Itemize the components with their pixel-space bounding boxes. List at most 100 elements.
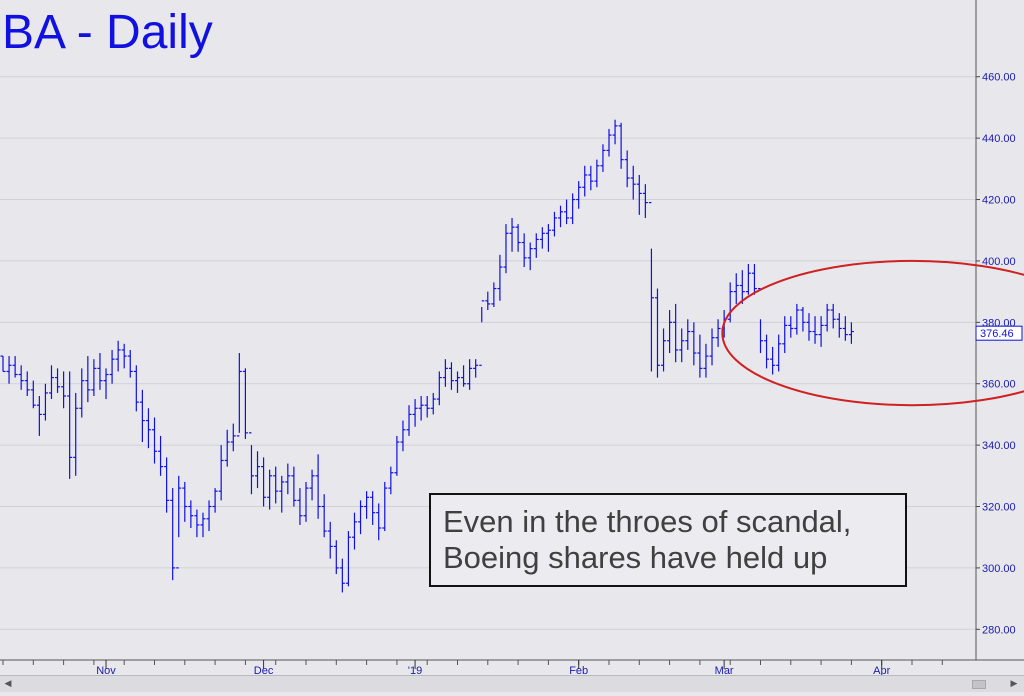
- ohlc-bar: [67, 371, 73, 479]
- ohlc-bar: [545, 224, 551, 252]
- ohlc-bar: [509, 217, 515, 252]
- scroll-left-icon[interactable]: ◀: [4, 679, 12, 689]
- ohlc-bar: [376, 503, 382, 541]
- ohlc-bar: [491, 282, 497, 307]
- ohlc-bar: [267, 469, 273, 510]
- ohlc-bar: [521, 233, 527, 268]
- ohlc-bar: [358, 500, 364, 535]
- ohlc-bar: [782, 316, 788, 354]
- ohlc-bar: [351, 512, 357, 550]
- ohlc-bar: [473, 359, 479, 378]
- ohlc-bar: [455, 371, 460, 393]
- ohlc-bar: [194, 509, 200, 538]
- ohlc-bar: [6, 356, 12, 384]
- ohlc-bar: [188, 500, 194, 528]
- ohlc-bar: [800, 306, 806, 332]
- ohlc-bar: [788, 316, 794, 338]
- x-tick-label: '19: [408, 665, 422, 677]
- y-tick-label: 400.00: [982, 256, 1016, 268]
- ohlc-bar: [218, 445, 224, 501]
- ohlc-bar: [836, 313, 842, 338]
- ohlc-bar: [224, 429, 230, 467]
- ohlc-bar: [679, 328, 685, 363]
- ohlc-bar: [812, 316, 818, 344]
- ohlc-bar: [133, 365, 139, 412]
- scroll-right-icon[interactable]: ▶: [1010, 679, 1018, 689]
- ohlc-bar: [794, 303, 800, 335]
- ohlc-bar: [176, 475, 182, 569]
- y-tick-label: 300.00: [982, 563, 1016, 575]
- ohlc-bar: [127, 349, 133, 378]
- ohlc-bar: [648, 202, 654, 372]
- ohlc-bar: [606, 128, 612, 157]
- ohlc-bar: [818, 316, 824, 347]
- y-tick-label: 360.00: [982, 379, 1016, 391]
- ohlc-bar: [442, 359, 448, 387]
- annotation-frame: [429, 493, 907, 587]
- x-tick-label: Feb: [569, 665, 588, 677]
- ohlc-bar: [145, 408, 151, 449]
- ohlc-bar: [164, 457, 170, 513]
- ohlc-bar: [776, 334, 782, 372]
- y-tick-label: 460.00: [982, 72, 1016, 84]
- ohlc-bar: [236, 353, 242, 437]
- ohlc-bar: [333, 540, 339, 575]
- ohlc-bar: [382, 481, 388, 532]
- ohlc-bar: [412, 399, 418, 427]
- ohlc-bar: [242, 368, 248, 439]
- ohlc-bar: [279, 475, 285, 513]
- ohlc-bar: [0, 355, 6, 373]
- ohlc-bar: [764, 334, 770, 369]
- ohlc-bar: [673, 303, 679, 363]
- ohlc-bar: [61, 371, 67, 409]
- ohlc-bar: [685, 319, 691, 350]
- y-tick-label: 280.00: [982, 624, 1016, 636]
- ohlc-bar: [248, 432, 254, 495]
- ohlc-bar: [485, 291, 491, 311]
- ohlc-bar: [36, 396, 42, 436]
- scroll-thumb[interactable]: [972, 680, 986, 689]
- ohlc-bar: [515, 224, 521, 252]
- ohlc-bar: [570, 193, 576, 225]
- ohlc-bar: [642, 184, 648, 218]
- ohlc-bar: [624, 150, 630, 188]
- ohlc-bar: [139, 389, 145, 443]
- ohlc-bar: [715, 319, 721, 347]
- ohlc-bar: [388, 466, 394, 495]
- ohlc-bar: [327, 521, 333, 559]
- ohlc-bar: [479, 300, 485, 366]
- ohlc-bar: [582, 165, 588, 197]
- horizontal-scrollbar[interactable]: ◀ ▶: [0, 675, 1024, 692]
- ohlc-bar: [400, 420, 406, 452]
- x-tick-label: Mar: [715, 665, 734, 677]
- ohlc-bar: [206, 500, 212, 532]
- ohlc-bar: [558, 205, 564, 228]
- ohlc-bar: [691, 322, 697, 366]
- ohlc-bar: [539, 227, 545, 249]
- ohlc-bar: [612, 119, 618, 145]
- ohlc-bar: [97, 353, 103, 390]
- ohlc-bar: [261, 457, 267, 507]
- ohlc-bar: [709, 328, 715, 366]
- price-bars: [0, 119, 854, 593]
- ohlc-bar: [576, 181, 582, 209]
- y-tick-label: 420.00: [982, 195, 1016, 207]
- ohlc-bar: [751, 264, 757, 295]
- ohlc-bar: [770, 346, 776, 375]
- ohlc-bar: [564, 199, 570, 225]
- annotation-box: Even in the throes of scandal, Boeing sha…: [429, 493, 907, 587]
- ohlc-bar: [618, 122, 624, 169]
- ohlc-bar: [79, 368, 85, 418]
- annotation-line: Even in the throes of scandal,: [443, 504, 851, 539]
- ohlc-bar: [152, 417, 157, 464]
- y-tick-label: 320.00: [982, 502, 1016, 514]
- ohlc-bar: [109, 349, 115, 384]
- ohlc-bar: [467, 359, 473, 390]
- ohlc-bar: [30, 380, 36, 409]
- ohlc-bar: [24, 371, 30, 396]
- ohlc-bar: [654, 288, 660, 378]
- ohlc-bar: [182, 481, 188, 522]
- ohlc-bar: [527, 242, 533, 271]
